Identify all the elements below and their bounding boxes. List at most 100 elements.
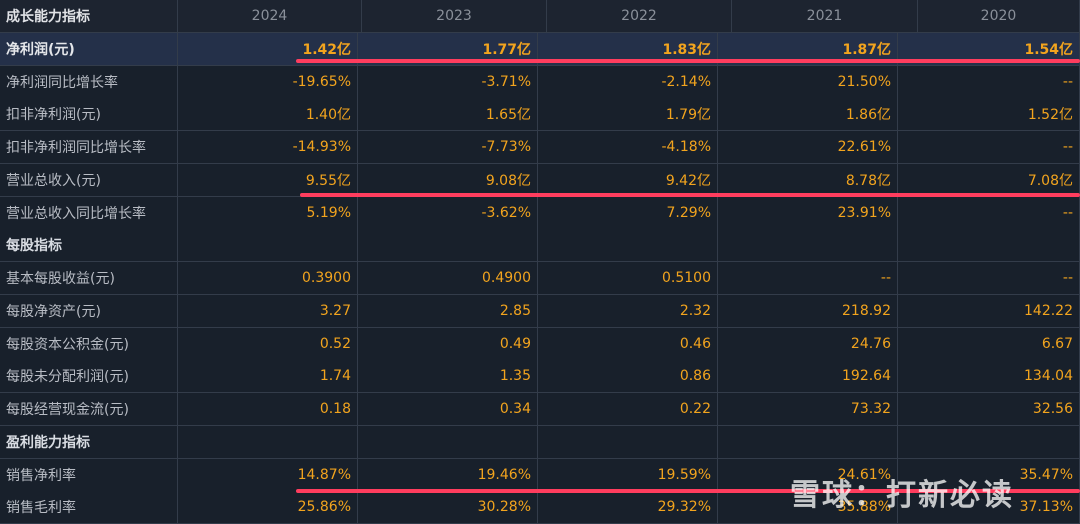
value-cell: 30.28% — [358, 491, 538, 524]
value-cell: 0.18 — [178, 393, 358, 425]
data-row: 销售净利率 14.87% 19.46% 19.59% 24.61% 35.47% — [0, 458, 1080, 492]
data-row: 营业总收入(元) 9.55亿 9.08亿 9.42亿 8.78亿 7.08亿 — [0, 163, 1080, 197]
value-cell: -- — [898, 65, 1080, 98]
row-label: 营业总收入同比增长率 — [0, 196, 178, 229]
value-cell: -7.73% — [358, 131, 538, 163]
data-row: 每股净资产(元) 3.27 2.85 2.32 218.92 142.22 — [0, 294, 1080, 328]
value-cell: 0.22 — [538, 393, 718, 425]
section-row: 盈利能力指标 — [0, 425, 1080, 459]
header-row: 成长能力指标 2024 2023 2022 2021 2020 — [0, 0, 1080, 33]
data-row: 净利润同比增长率 -19.65% -3.71% -2.14% 21.50% -- — [0, 65, 1080, 99]
empty-cell — [898, 229, 1080, 262]
data-row: 每股未分配利润(元) 1.74 1.35 0.86 192.64 134.04 — [0, 360, 1080, 394]
value-cell: -- — [898, 131, 1080, 163]
value-cell: 24.61% — [718, 458, 898, 491]
data-row: 营业总收入同比增长率 5.19% -3.62% 7.29% 23.91% -- — [0, 196, 1080, 230]
value-cell: 7.08亿 — [898, 163, 1080, 196]
value-cell: 24.76 — [718, 327, 898, 360]
year-header: 2023 — [362, 0, 547, 32]
empty-cell — [358, 229, 538, 262]
value-cell: 1.35 — [358, 360, 538, 393]
value-cell: 192.64 — [718, 360, 898, 393]
empty-cell — [178, 229, 358, 262]
value-cell: 2.32 — [538, 294, 718, 327]
value-cell: -- — [898, 196, 1080, 229]
value-cell: -- — [718, 262, 898, 294]
value-cell: 1.40亿 — [178, 98, 358, 131]
red-underline — [296, 59, 1080, 63]
value-cell: -2.14% — [538, 65, 718, 98]
section-row: 每股指标 — [0, 229, 1080, 263]
empty-cell — [898, 425, 1080, 458]
value-cell: 218.92 — [718, 294, 898, 327]
row-label: 每股净资产(元) — [0, 294, 178, 327]
value-cell: 0.49 — [358, 327, 538, 360]
value-cell: 1.79亿 — [538, 98, 718, 131]
value-cell: 32.56 — [898, 393, 1080, 425]
row-label: 营业总收入(元) — [0, 163, 178, 196]
value-cell: 19.59% — [538, 458, 718, 491]
value-cell: 29.32% — [538, 491, 718, 524]
empty-cell — [358, 425, 538, 458]
section-label: 盈利能力指标 — [0, 425, 178, 458]
value-cell: 19.46% — [358, 458, 538, 491]
value-cell: -3.71% — [358, 65, 538, 98]
value-cell: 6.67 — [898, 327, 1080, 360]
value-cell: -- — [898, 262, 1080, 294]
value-cell: 1.42亿 — [178, 32, 358, 65]
value-cell: 2.85 — [358, 294, 538, 327]
value-cell: -14.93% — [178, 131, 358, 163]
year-header: 2020 — [918, 0, 1080, 32]
section-label: 每股指标 — [0, 229, 178, 262]
value-cell: 25.86% — [178, 491, 358, 524]
empty-cell — [178, 425, 358, 458]
value-cell: 0.46 — [538, 327, 718, 360]
value-cell: 142.22 — [898, 294, 1080, 327]
red-underline — [300, 193, 1080, 197]
empty-cell — [718, 229, 898, 262]
data-row: 扣非净利润(元) 1.40亿 1.65亿 1.79亿 1.86亿 1.52亿 — [0, 98, 1080, 132]
value-cell: 134.04 — [898, 360, 1080, 393]
watermark: 雪球：打新必读 — [790, 478, 1014, 513]
value-cell: 22.61% — [718, 131, 898, 163]
value-cell: -3.62% — [358, 196, 538, 229]
row-label: 每股资本公积金(元) — [0, 327, 178, 360]
value-cell: 21.50% — [718, 65, 898, 98]
value-cell: 8.78亿 — [718, 163, 898, 196]
value-cell: 23.91% — [718, 196, 898, 229]
value-cell: 1.83亿 — [538, 32, 718, 65]
row-label: 销售毛利率 — [0, 491, 178, 524]
data-row: 每股资本公积金(元) 0.52 0.49 0.46 24.76 6.67 — [0, 327, 1080, 361]
value-cell: 0.34 — [358, 393, 538, 425]
value-cell: 1.65亿 — [358, 98, 538, 131]
data-row: 销售毛利率 25.86% 30.28% 29.32% 35.88% 37.13% — [0, 491, 1080, 524]
value-cell: 9.08亿 — [358, 163, 538, 196]
row-label: 净利润(元) — [0, 32, 178, 65]
header-title: 成长能力指标 — [0, 0, 178, 32]
value-cell: 1.87亿 — [718, 32, 898, 65]
value-cell: 73.32 — [718, 393, 898, 425]
value-cell: 9.55亿 — [178, 163, 358, 196]
empty-cell — [718, 425, 898, 458]
red-underline — [296, 489, 1080, 493]
value-cell: -4.18% — [538, 131, 718, 163]
value-cell: 14.87% — [178, 458, 358, 491]
value-cell: 3.27 — [178, 294, 358, 327]
row-label: 扣非净利润同比增长率 — [0, 131, 178, 163]
year-header: 2021 — [732, 0, 918, 32]
value-cell: 1.86亿 — [718, 98, 898, 131]
row-label: 每股经营现金流(元) — [0, 393, 178, 425]
value-cell: 1.52亿 — [898, 98, 1080, 131]
year-header: 2024 — [178, 0, 362, 32]
data-row: 基本每股收益(元) 0.3900 0.4900 0.5100 -- -- — [0, 262, 1080, 295]
data-row: 扣非净利润同比增长率 -14.93% -7.73% -4.18% 22.61% -- — [0, 131, 1080, 164]
empty-cell — [538, 229, 718, 262]
value-cell: -19.65% — [178, 65, 358, 98]
value-cell: 0.3900 — [178, 262, 358, 294]
value-cell: 7.29% — [538, 196, 718, 229]
value-cell: 1.74 — [178, 360, 358, 393]
row-label: 基本每股收益(元) — [0, 262, 178, 294]
data-row: 每股经营现金流(元) 0.18 0.34 0.22 73.32 32.56 — [0, 393, 1080, 426]
year-header: 2022 — [547, 0, 732, 32]
